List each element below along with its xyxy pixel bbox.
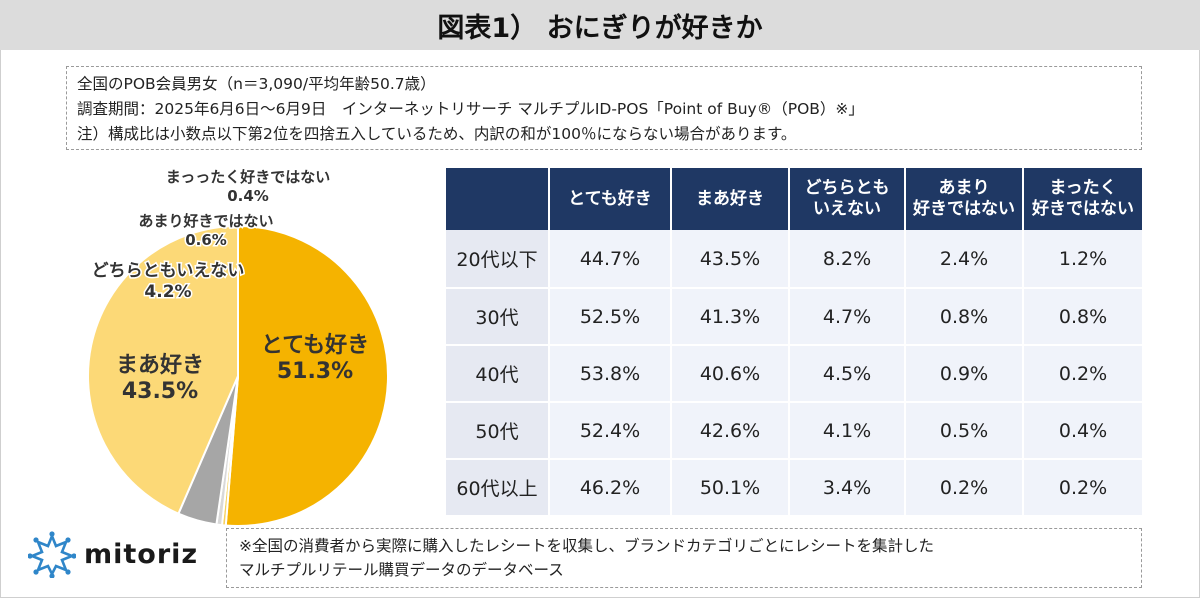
table-cell: 4.7% xyxy=(790,287,906,344)
table-cell: 0.2% xyxy=(1024,458,1142,515)
pie-label-value: 51.3% xyxy=(277,359,353,384)
table-cell: 0.8% xyxy=(1024,287,1142,344)
table-cell: 0.5% xyxy=(906,401,1024,458)
table-cell: 53.8% xyxy=(550,344,672,401)
table-cell: 8.2% xyxy=(790,230,906,287)
pie-label-value: 4.2% xyxy=(144,282,191,302)
row-header: 30代 xyxy=(446,287,550,344)
table-cell: 2.4% xyxy=(906,230,1024,287)
source-footnote: ※全国の消費者から実際に購入したレシートを収集し、ブランドカテゴリごとにレシート… xyxy=(226,528,1142,588)
note-line: 調査期間：2025年6月6日～6月9日 インターネットリサーチ マルチプルID-… xyxy=(77,100,864,118)
table-cell: 41.3% xyxy=(672,287,790,344)
pie-label-value: 0.4% xyxy=(227,187,269,205)
row-header: 20代以下 xyxy=(446,230,550,287)
age-group-table: とても好き まあ好き どちらとも いえない あまり 好きではない まったく 好きではない… xyxy=(446,168,1142,515)
footnote-line: ※全国の消費者から実際に購入したレシートを収集し、ブランドカテゴリごとにレシート… xyxy=(239,537,934,555)
row-header: 40代 xyxy=(446,344,550,401)
pie-slice xyxy=(224,224,389,527)
column-header: どちらとも いえない xyxy=(790,168,906,230)
pie-label-name: あまり好きではない xyxy=(138,212,273,230)
starburst-logo-icon xyxy=(28,531,76,578)
pie-label-value: 0.6% xyxy=(185,231,227,249)
note-line: 全国のPOB会員男女（n＝3,090/平均年齢50.7歳） xyxy=(77,75,436,93)
table-row: 50代 52.4% 42.6% 4.1% 0.5% 0.4% xyxy=(446,401,1142,458)
row-header: 50代 xyxy=(446,401,550,458)
survey-notes: 全国のPOB会員男女（n＝3,090/平均年齢50.7歳） 調査期間：2025年… xyxy=(66,66,1142,150)
pie-label-name: まっったく好きではない xyxy=(166,168,330,186)
table-cell: 42.6% xyxy=(672,401,790,458)
pie-label-name: とても好き xyxy=(261,332,369,358)
table-cell: 52.5% xyxy=(550,287,672,344)
pie-chart: とても好き 51.3% まっったく好きではない 0.4% あまり好きではない 0.6% どち… xyxy=(60,160,430,527)
table-row: 20代以下 44.7% 43.5% 8.2% 2.4% 1.2% xyxy=(446,230,1142,287)
pie-slice xyxy=(87,224,239,515)
table-row: 30代 52.5% 41.3% 4.7% 0.8% 0.8% xyxy=(446,287,1142,344)
table-cell: 4.5% xyxy=(790,344,906,401)
table-cell: 0.4% xyxy=(1024,401,1142,458)
column-header: とても好き xyxy=(550,168,672,230)
chart-title: 図表1） おにぎりが好きか xyxy=(0,0,1200,50)
table-cell: 0.2% xyxy=(906,458,1024,515)
column-header: まあ好き xyxy=(672,168,790,230)
column-header: あまり 好きではない xyxy=(906,168,1024,230)
table-cell: 40.6% xyxy=(672,344,790,401)
table-cell: 3.4% xyxy=(790,458,906,515)
table-cell: 43.5% xyxy=(672,230,790,287)
pie-label-name: まあ好き xyxy=(116,352,204,378)
footnote-line: マルチプルリテール購買データのデータベース xyxy=(239,561,564,579)
row-header: 60代以上 xyxy=(446,458,550,515)
pie-label-name: どちらともいえない xyxy=(92,261,245,281)
table-cell: 50.1% xyxy=(672,458,790,515)
table-corner-header xyxy=(446,168,550,230)
column-header: まったく 好きではない xyxy=(1024,168,1142,230)
table-cell: 4.1% xyxy=(790,401,906,458)
mitoriz-logo: mitoriz xyxy=(28,530,198,578)
table-cell: 52.4% xyxy=(550,401,672,458)
logo-wordmark: mitoriz xyxy=(84,538,199,570)
table-cell: 0.9% xyxy=(906,344,1024,401)
pie-label-value: 43.5% xyxy=(122,379,198,404)
note-line: 注）構成比は小数点以下第2位を四捨五入しているため、内訳の和が100％にならない… xyxy=(77,125,797,143)
table-cell: 46.2% xyxy=(550,458,672,515)
table-cell: 44.7% xyxy=(550,230,672,287)
pie-chart-svg: とても好き51.3%まっったく好きではない0.4%あまり好きではない0.6%どち… xyxy=(87,167,389,527)
table-cell: 1.2% xyxy=(1024,230,1142,287)
table-cell: 0.8% xyxy=(906,287,1024,344)
table-cell: 0.2% xyxy=(1024,344,1142,401)
table-row: 40代 53.8% 40.6% 4.5% 0.9% 0.2% xyxy=(446,344,1142,401)
table-row: 60代以上 46.2% 50.1% 3.4% 0.2% 0.2% xyxy=(446,458,1142,515)
